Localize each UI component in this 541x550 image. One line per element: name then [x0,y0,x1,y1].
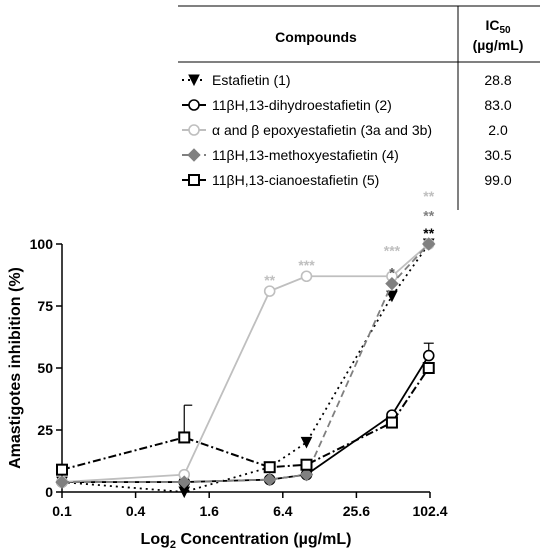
y-axis-label: Amastigotes inhibition (%) [7,267,24,469]
series-5 [56,362,435,476]
ic50-value: 28.8 [484,72,511,88]
series-line [61,243,430,493]
ic50-value: 30.5 [484,147,511,163]
table-header-units: (µg/mL) [473,37,524,53]
significance-annotation: * [389,265,395,281]
significance-annotation: ** [423,225,434,241]
y-tick-label: 0 [45,484,53,500]
series-4 [55,237,436,489]
legend-label: α and β epoxyestafietin (3a and 3b) [212,122,432,138]
x-tick-label: 0.1 [52,503,72,519]
significance-annotation: ** [423,188,434,204]
legend-row: Estafietin (1) 28.8 [182,72,512,88]
data-point [299,467,314,482]
x-tick-label: 102.4 [412,503,447,519]
table-header-compounds: Compounds [275,29,357,45]
data-point [422,362,435,374]
y-tick-label: 50 [37,360,53,376]
legend-label: 11βH,13-methoxyestafietin (4) [212,147,399,163]
series-line [61,243,430,483]
legend-label: 11βH,13-dihydroestafietin (2) [212,97,392,113]
legend-rows: Estafietin (1) 28.8 11βH,13-dihydroestafie… [182,72,512,188]
data-point [300,270,313,283]
x-tick-label: 25.6 [343,503,370,519]
legend-marker [188,124,200,136]
data-point [300,436,313,449]
legend-row: 11βH,13-cianoestafietin (5) 99.0 [182,172,512,188]
legend-row: 11βH,13-methoxyestafietin (4) 30.5 [182,147,512,163]
ic50-value: 83.0 [484,97,511,113]
data-point [263,285,276,297]
data-point [300,458,313,471]
x-tick-label: 6.4 [273,503,293,519]
significance-annotation: ** [423,208,434,224]
significance-annotation: *** [298,257,315,273]
table-header-ic50: IC50 [485,17,511,36]
legend-marker [188,74,200,87]
legend-label: Estafietin (1) [212,72,291,88]
legend-row: 11βH,13-dihydroestafietin (2) 83.0 [182,97,512,113]
legend-row: α and β epoxyestafietin (3a and 3b) 2.0 [182,122,508,138]
series-line [62,243,430,483]
data-point [385,416,398,429]
data-point [178,431,191,444]
x-tick-label: 0.4 [126,503,146,519]
data-point [263,461,276,474]
y-tick-label: 75 [37,298,53,314]
y-tick-label: 100 [30,236,54,252]
significance-annotation: *** [384,242,401,258]
data-point [55,475,69,489]
x-axis-label: Log2 Concentration (µg/mL) [141,531,352,550]
legend-table: Compounds IC50 (µg/mL) Estafietin (1) 28.… [178,5,540,210]
data-point [422,237,436,251]
legend-marker [188,174,200,186]
significance-annotation: ** [264,272,275,288]
y-tick-label: 25 [37,422,53,438]
series-2 [56,342,435,488]
legend-marker [188,99,200,111]
series-line [62,355,430,483]
ic50-value: 2.0 [488,122,508,138]
ic50-value: 99.0 [484,172,511,188]
ic50-main: IC [485,17,499,33]
data-point [56,463,68,476]
data-point [177,475,191,489]
data-point [385,276,399,291]
legend-label: 11βH,13-cianoestafietin (5) [212,172,379,188]
ic50-subscript: 50 [499,25,511,36]
series-3 [56,238,435,488]
plot-area: 0 25 50 75 100 0.1 0.4 1.6 6.4 25.6 102.4 Log2 Conc… [7,188,448,550]
series-1 [56,238,435,499]
data-point [386,290,398,303]
data-point [422,349,435,362]
x-tick-label: 1.6 [199,503,219,519]
data-point [262,472,277,487]
series-line [61,367,430,471]
legend-marker [187,148,201,162]
